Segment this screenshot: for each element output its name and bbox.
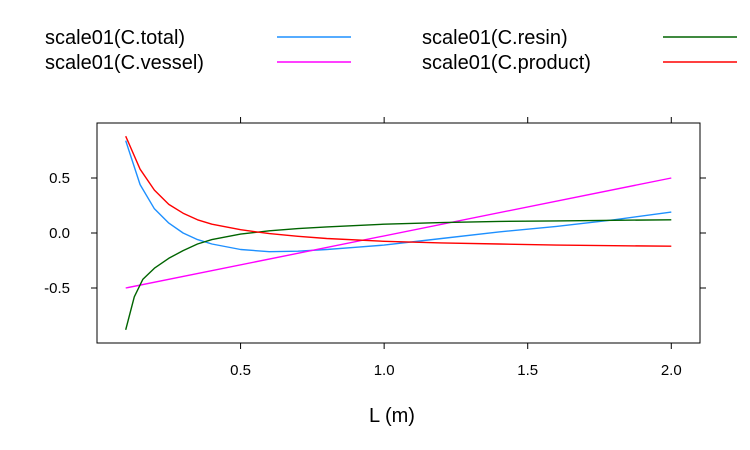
y-tick-label: 0.0 <box>49 225 70 242</box>
legend-label: scale01(C.resin) <box>422 27 568 49</box>
legend: scale01(C.total) scale01(C.vessel) scale01… <box>45 27 737 74</box>
x-tick-label: 0.5 <box>230 362 251 379</box>
y-tick-label: 0.5 <box>49 170 70 187</box>
x-tick-label: 1.0 <box>374 362 395 379</box>
series-line <box>125 177 672 289</box>
series-layer <box>125 135 672 330</box>
x-axis-label: L (m) <box>369 405 415 427</box>
x-tick-label: 1.5 <box>517 362 538 379</box>
series-line <box>125 140 672 253</box>
legend-label: scale01(C.total) <box>45 27 185 49</box>
series-line <box>125 135 672 247</box>
y-tick-label: -0.5 <box>44 280 70 297</box>
x-tick-label: 2.0 <box>661 362 682 379</box>
axes: 0.5 1.0 1.5 2.0 -0.5 0.0 0.5 <box>44 117 706 379</box>
legend-label: scale01(C.vessel) <box>45 52 204 74</box>
legend-label: scale01(C.product) <box>422 52 591 74</box>
series-line <box>125 219 672 330</box>
